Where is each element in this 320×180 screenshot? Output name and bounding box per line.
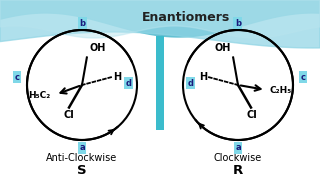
Text: a: a <box>79 143 85 152</box>
Text: H: H <box>199 72 207 82</box>
Text: d: d <box>126 78 132 87</box>
Text: d: d <box>188 78 194 87</box>
Polygon shape <box>0 0 320 48</box>
Text: C₂H₅: C₂H₅ <box>269 86 292 95</box>
Text: Enantiomers: Enantiomers <box>141 10 230 24</box>
Text: H₅C₂: H₅C₂ <box>28 91 51 100</box>
Text: c: c <box>14 73 20 82</box>
Text: R: R <box>233 163 243 177</box>
Text: a: a <box>235 143 241 152</box>
Polygon shape <box>0 0 320 37</box>
Text: b: b <box>79 19 85 28</box>
Text: c: c <box>300 73 306 82</box>
Polygon shape <box>0 0 320 38</box>
Text: b: b <box>235 19 241 28</box>
Bar <box>156 36 164 130</box>
Text: OH: OH <box>214 43 231 53</box>
Text: Anti-Clockwise: Anti-Clockwise <box>46 153 118 163</box>
Text: S: S <box>77 163 87 177</box>
Text: Cl: Cl <box>246 110 257 120</box>
Text: OH: OH <box>89 43 106 53</box>
Text: Cl: Cl <box>63 110 74 120</box>
Text: Clockwise: Clockwise <box>214 153 262 163</box>
Text: H: H <box>113 72 121 82</box>
